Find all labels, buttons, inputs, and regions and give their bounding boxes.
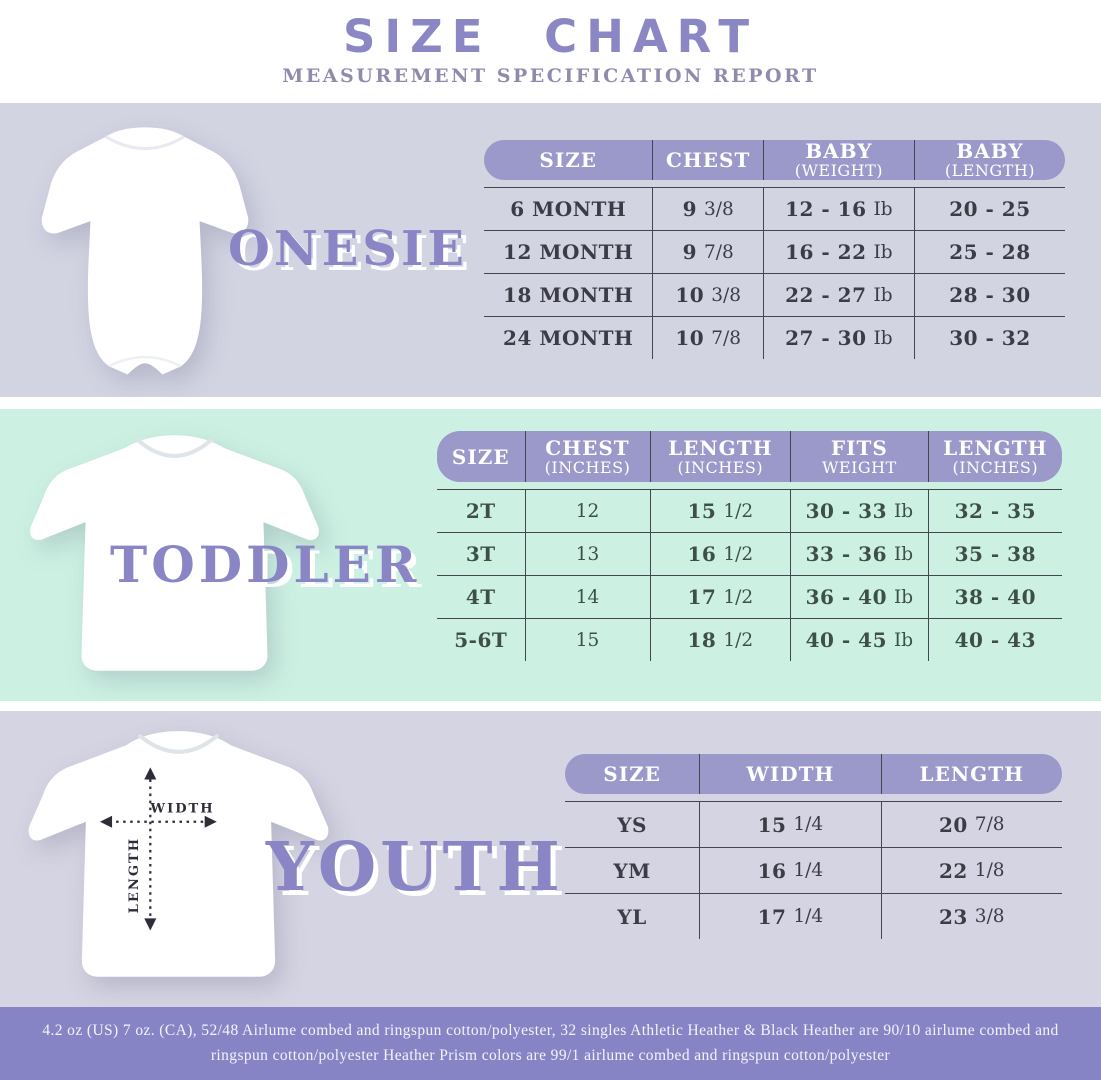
arrow-down-icon [144,918,157,931]
page-header: SIZE CHART MEASUREMENT SPECIFICATION REP… [0,0,1101,103]
table-cell: 3T [437,532,525,575]
onesie-section: ONESIE SIZE CHEST BABY (WEIGHT) BABY (LENGTH)… [0,103,1101,397]
table-cell: 20 - 25 [913,187,1065,230]
table-cell: 30 - 32 [913,316,1065,359]
table-cell: YM [565,847,700,893]
column-header: CHEST (INCHES) [524,431,650,482]
table-cell: 30 - 33 Ib [790,489,928,532]
table-cell: 14 [524,575,650,618]
table-cell: 40 - 45 Ib [790,618,928,661]
length-measure-label: LENGTH [127,837,142,913]
arrow-left-icon [99,815,113,828]
arrow-up-icon [144,767,157,780]
table-cell: YL [565,893,700,939]
table-cell: 17 1/4 [699,893,881,939]
youth-shirt-image: WIDTH LENGTH [28,731,329,977]
toddler-shirt-image [30,435,319,671]
table-cell: YS [565,801,700,847]
table-cell: 15 1/4 [699,801,881,847]
column-header: WIDTH [699,754,881,794]
youth-shirt-collar [138,734,219,754]
table-cell: 23 3/8 [880,893,1062,939]
column-header: SIZE [565,754,700,794]
table-cell: 28 - 30 [913,273,1065,316]
fabric-footer: 4.2 oz (US) 7 oz. (CA), 52/48 Airlume co… [0,1007,1101,1080]
table-cell: 20 7/8 [880,801,1062,847]
onesie-label: ONESIE [228,221,468,277]
column-header: LENGTH (INCHES) [649,431,791,482]
table-cell: 22 1/8 [880,847,1062,893]
table-cell: 16 1/2 [649,532,791,575]
table-cell: 16 1/4 [699,847,881,893]
youth-size-table: SIZE WIDTH LENGTH YS 15 1/4 20 7/8 YM 16 1/4 22 1/8 Y… [565,754,1062,939]
column-header: BABY (WEIGHT) [762,140,914,180]
column-header: LENGTH [880,754,1062,794]
toddler-size-table: SIZE CHEST (INCHES) LENGTH (INCHES) FITS WEIGH… [437,431,1062,661]
arrow-right-icon [204,815,217,828]
table-cell: 15 1/2 [649,489,791,532]
table-cell: 12 MONTH [484,230,653,273]
table-cell: 13 [524,532,650,575]
column-header: SIZE [437,431,525,482]
page-subtitle: MEASUREMENT SPECIFICATION REPORT [282,65,819,87]
table-cell: 4T [437,575,525,618]
table-cell: 12 [524,489,650,532]
table-cell: 33 - 36 Ib [790,532,928,575]
table-cell: 22 - 27 Ib [762,273,914,316]
onesie-neckline [105,135,185,151]
toddler-shirt-collar [136,438,213,458]
column-header: FITS WEIGHT [790,431,928,482]
table-cell: 36 - 40 Ib [790,575,928,618]
footer-line-2: ringspun cotton/polyester Heather Prism … [210,1046,891,1064]
table-cell: 16 - 22 Ib [762,230,914,273]
footer-line-1: 4.2 oz (US) 7 oz. (CA), 52/48 Airlume co… [42,1022,1059,1040]
column-header: BABY (LENGTH) [913,140,1065,180]
table-cell: 25 - 28 [913,230,1065,273]
width-measure-label: WIDTH [149,802,214,817]
table-cell: 12 - 16 Ib [762,187,914,230]
table-cell: 10 7/8 [652,316,763,359]
page-title: SIZE CHART [342,10,759,63]
table-cell: 18 MONTH [484,273,653,316]
onesie-leg-seam [108,355,182,368]
table-cell: 10 3/8 [652,273,763,316]
table-cell: 9 3/8 [652,187,763,230]
table-cell: 17 1/2 [649,575,791,618]
table-cell: 27 - 30 Ib [762,316,914,359]
table-cell: 5-6T [437,618,525,661]
onesie-size-table: SIZE CHEST BABY (WEIGHT) BABY (LENGTH) 6 MONTH… [484,140,1065,359]
table-cell: 6 MONTH [484,187,653,230]
table-cell: 40 - 43 [927,618,1062,661]
toddler-label: TODDLER [110,535,421,594]
column-header: CHEST [652,140,763,180]
youth-section: WIDTH LENGTH YOUTH SIZE WIDTH LENGTH YS 15 1/… [0,711,1101,1007]
table-cell: 15 [524,618,650,661]
toddler-section: TODDLER SIZE CHEST (INCHES) LENGTH (INCHES) F… [0,409,1101,701]
column-header: SIZE [484,140,653,180]
measurement-cross [99,767,217,931]
table-cell: 24 MONTH [484,316,653,359]
table-cell: 2T [437,489,525,532]
column-header: LENGTH (INCHES) [927,431,1062,482]
onesie-image [41,127,249,375]
table-cell: 38 - 40 [927,575,1062,618]
youth-label: YOUTH [266,827,564,906]
table-cell: 9 7/8 [652,230,763,273]
table-cell: 32 - 35 [927,489,1062,532]
table-cell: 35 - 38 [927,532,1062,575]
table-cell: 18 1/2 [649,618,791,661]
